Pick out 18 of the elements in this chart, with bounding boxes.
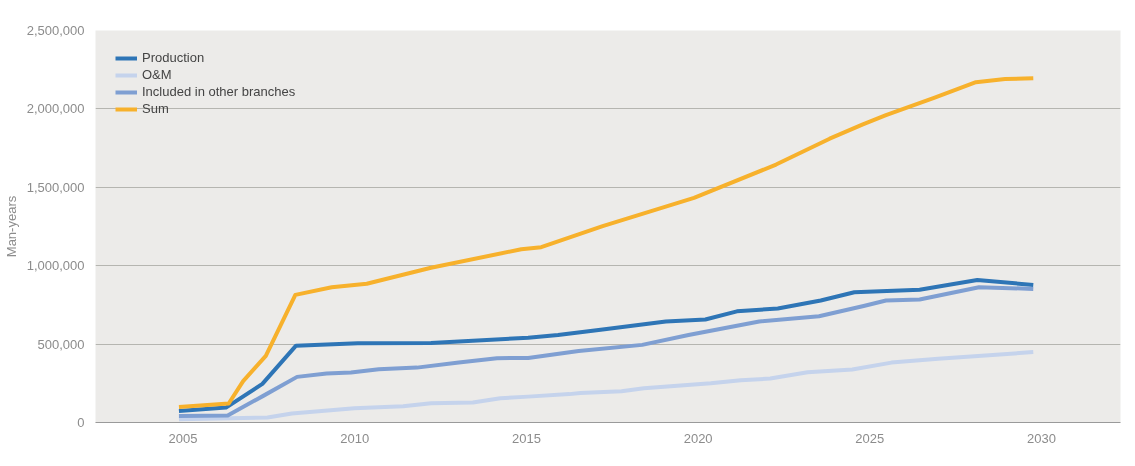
y-tick-label: 2,000,000 [26, 101, 85, 117]
x-tick-label: 2005 [168, 430, 198, 446]
x-tick-label: 2025 [855, 430, 885, 446]
x-tick-label: 2020 [683, 430, 713, 446]
x-tick-label: 2030 [1027, 430, 1056, 446]
legend-label: Included in other branches [142, 84, 296, 99]
y-tick-label: 0 [77, 415, 85, 430]
legend-label: Production [142, 50, 205, 65]
legend-label: Sum [142, 101, 169, 116]
x-tick-label: 2015 [511, 430, 541, 446]
y-tick-label: 500,000 [37, 336, 85, 352]
y-tick-label: 1,500,000 [26, 179, 85, 195]
y-axis-title: Man-years [3, 195, 19, 258]
y-tick-label: 1,000,000 [26, 258, 85, 274]
y-tick-label: 2,500,000 [26, 23, 85, 38]
line-series [176, 350, 1036, 422]
legend-label: O&M [142, 67, 172, 82]
x-tick-label: 2010 [340, 430, 370, 446]
